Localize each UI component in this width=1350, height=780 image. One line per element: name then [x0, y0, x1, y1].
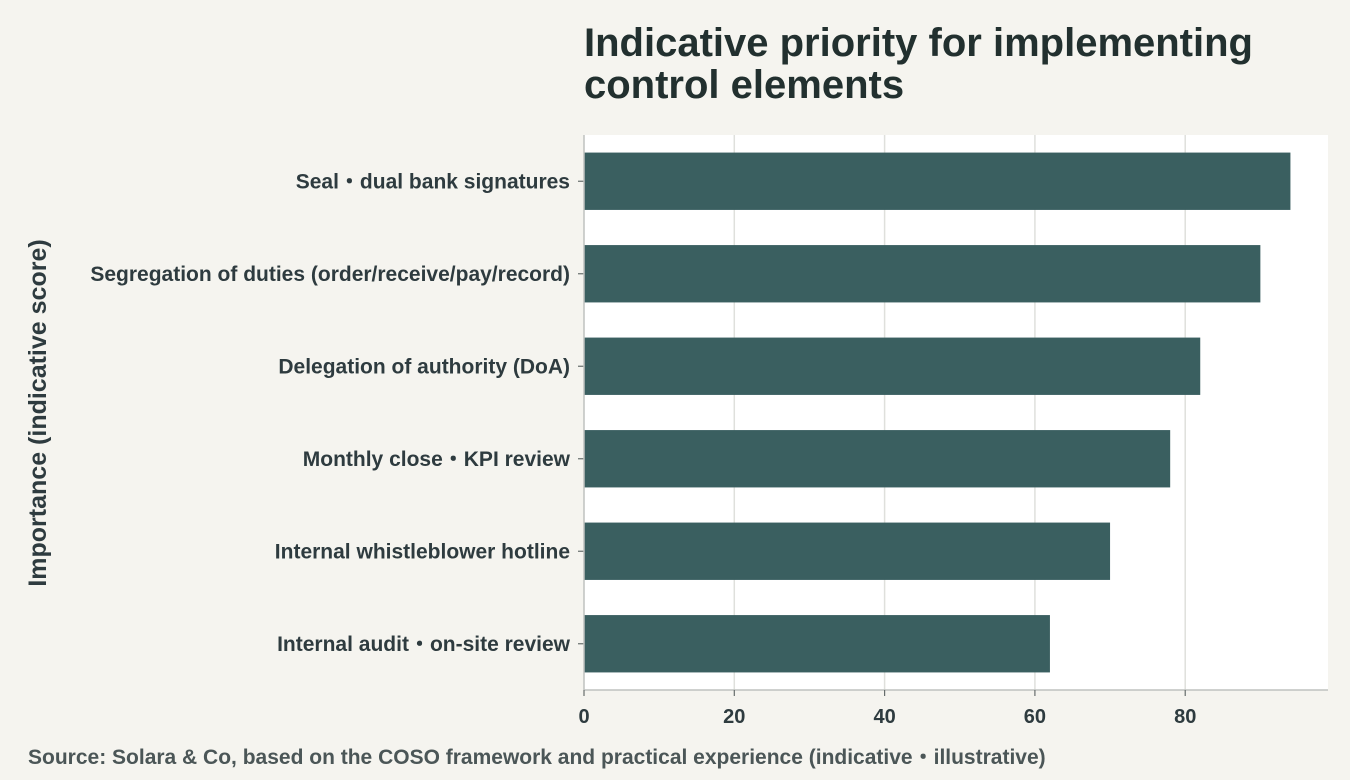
source-note: Source: Solara & Co, based on the COSO f… [28, 746, 1046, 769]
category-label: Monthly close・KPI review [303, 448, 571, 471]
category-label: Internal audit・on-site review [277, 633, 571, 656]
bar [584, 245, 1261, 303]
bar [584, 522, 1111, 580]
category-label: Segregation of duties (order/receive/pay… [90, 263, 570, 286]
x-tick-label: 40 [873, 706, 895, 728]
category-label: Delegation of authority (DoA) [278, 355, 570, 378]
bar [584, 337, 1201, 395]
x-tick-label: 0 [578, 706, 589, 728]
chart-title-line-1: Indicative priority for implementing [584, 21, 1253, 65]
y-axis-title: Importance (indicative score) [24, 239, 52, 586]
plot-group: Seal・dual bank signatures Segregation of … [90, 135, 1328, 728]
category-label: Internal whistleblower hotline [275, 540, 570, 563]
category-label: Seal・dual bank signatures [296, 170, 570, 193]
plot-background [584, 135, 1328, 690]
bar [584, 615, 1050, 673]
x-tick-label: 20 [723, 706, 745, 728]
x-tick-label: 60 [1024, 706, 1046, 728]
bar [584, 152, 1291, 210]
bar [584, 430, 1171, 488]
chart-title: Indicative priority for implementing con… [584, 21, 1264, 107]
chart-title-line-2: control elements [584, 63, 904, 107]
x-tick-label: 80 [1174, 706, 1196, 728]
